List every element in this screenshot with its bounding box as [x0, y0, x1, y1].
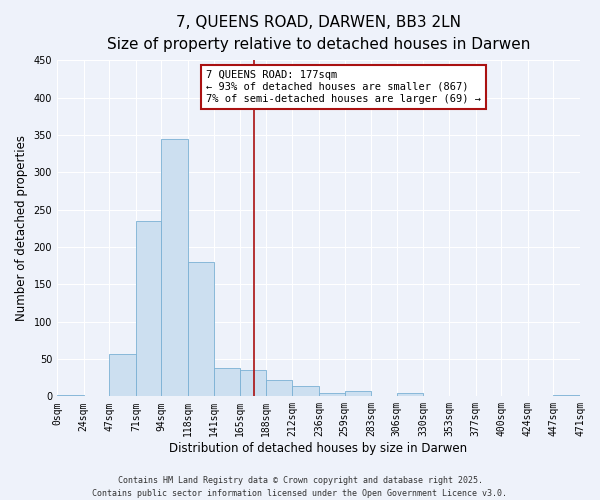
- Y-axis label: Number of detached properties: Number of detached properties: [15, 136, 28, 322]
- X-axis label: Distribution of detached houses by size in Darwen: Distribution of detached houses by size …: [169, 442, 467, 455]
- Bar: [266, 380, 292, 396]
- Text: 7 QUEENS ROAD: 177sqm
← 93% of detached houses are smaller (867)
7% of semi-deta: 7 QUEENS ROAD: 177sqm ← 93% of detached …: [206, 70, 481, 104]
- Bar: [214, 368, 240, 396]
- Bar: [109, 354, 136, 397]
- Bar: [553, 395, 580, 396]
- Bar: [319, 392, 344, 396]
- Title: 7, QUEENS ROAD, DARWEN, BB3 2LN
Size of property relative to detached houses in : 7, QUEENS ROAD, DARWEN, BB3 2LN Size of …: [107, 15, 530, 52]
- Bar: [397, 392, 424, 396]
- Bar: [240, 370, 266, 396]
- Text: Contains HM Land Registry data © Crown copyright and database right 2025.
Contai: Contains HM Land Registry data © Crown c…: [92, 476, 508, 498]
- Bar: [136, 221, 161, 396]
- Bar: [188, 262, 214, 396]
- Bar: [161, 138, 188, 396]
- Bar: [344, 391, 371, 396]
- Bar: [292, 386, 319, 396]
- Bar: [57, 395, 83, 396]
